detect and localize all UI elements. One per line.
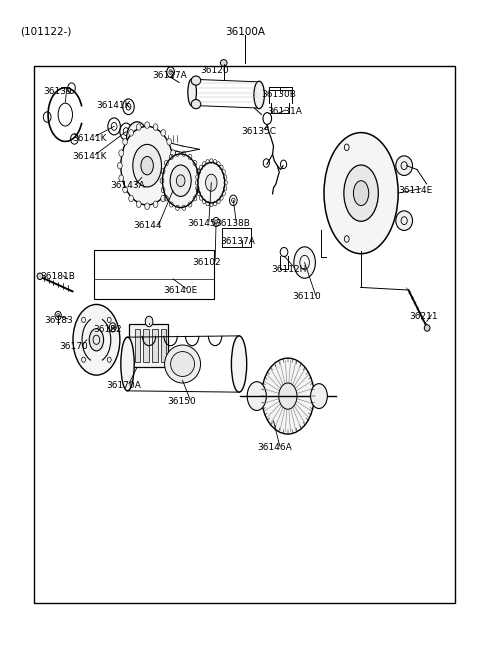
Bar: [129, 324, 168, 367]
Text: 36141K: 36141K: [72, 134, 107, 142]
Text: 36144: 36144: [134, 221, 162, 230]
Ellipse shape: [169, 70, 172, 74]
Text: 36130B: 36130B: [262, 90, 297, 99]
Ellipse shape: [89, 329, 104, 351]
Ellipse shape: [141, 157, 154, 174]
Ellipse shape: [161, 129, 166, 136]
Text: 36181B: 36181B: [40, 272, 75, 281]
Ellipse shape: [396, 211, 412, 230]
Ellipse shape: [220, 60, 227, 66]
Text: 36150: 36150: [167, 397, 196, 406]
Ellipse shape: [279, 383, 297, 409]
Ellipse shape: [123, 138, 128, 145]
Ellipse shape: [280, 247, 288, 256]
Bar: [160, 329, 166, 362]
Ellipse shape: [136, 201, 141, 207]
Text: 36120: 36120: [201, 66, 229, 75]
Ellipse shape: [176, 174, 185, 186]
Text: 36141K: 36141K: [96, 101, 131, 110]
Ellipse shape: [396, 156, 412, 175]
Ellipse shape: [129, 129, 133, 136]
Ellipse shape: [262, 358, 314, 434]
Text: 36102: 36102: [192, 258, 221, 267]
Bar: [34, 66, 456, 603]
Text: 36140E: 36140E: [163, 285, 198, 295]
Ellipse shape: [294, 247, 315, 278]
Ellipse shape: [145, 122, 150, 129]
Ellipse shape: [311, 384, 327, 409]
Ellipse shape: [153, 201, 158, 207]
Ellipse shape: [167, 138, 172, 145]
Ellipse shape: [118, 163, 122, 169]
Ellipse shape: [167, 186, 172, 193]
Text: 36141K: 36141K: [72, 152, 107, 161]
Ellipse shape: [37, 273, 43, 279]
Ellipse shape: [205, 174, 217, 191]
Ellipse shape: [145, 203, 150, 209]
Ellipse shape: [153, 124, 158, 131]
Bar: [222, 228, 252, 247]
Ellipse shape: [424, 325, 430, 331]
Ellipse shape: [172, 163, 177, 169]
Text: 36110: 36110: [293, 292, 322, 301]
Text: 36170: 36170: [59, 342, 88, 351]
Ellipse shape: [171, 175, 176, 182]
Ellipse shape: [353, 180, 369, 205]
Text: 36112H: 36112H: [271, 264, 307, 274]
Text: 36131A: 36131A: [267, 108, 301, 117]
Ellipse shape: [191, 76, 201, 85]
Ellipse shape: [165, 345, 201, 383]
Ellipse shape: [170, 165, 191, 196]
Ellipse shape: [119, 175, 123, 182]
Ellipse shape: [198, 163, 225, 203]
Text: 36170A: 36170A: [106, 381, 141, 390]
Bar: [152, 329, 157, 362]
Text: 36145: 36145: [187, 218, 216, 228]
Ellipse shape: [127, 122, 148, 155]
Ellipse shape: [161, 195, 166, 202]
Ellipse shape: [162, 154, 199, 207]
Ellipse shape: [324, 133, 398, 254]
Text: 36137A: 36137A: [220, 237, 255, 246]
Ellipse shape: [123, 186, 128, 193]
Bar: [144, 329, 149, 362]
Ellipse shape: [145, 316, 153, 327]
Text: 36138B: 36138B: [215, 218, 250, 228]
Ellipse shape: [136, 124, 141, 131]
Text: 36143A: 36143A: [110, 181, 144, 190]
Ellipse shape: [170, 352, 194, 377]
Text: 36100A: 36100A: [225, 27, 265, 37]
Ellipse shape: [254, 81, 264, 109]
Ellipse shape: [191, 100, 201, 109]
Ellipse shape: [231, 336, 247, 392]
Text: 36127A: 36127A: [152, 71, 187, 80]
Text: 36135C: 36135C: [241, 127, 276, 136]
Ellipse shape: [73, 304, 120, 375]
Ellipse shape: [119, 150, 123, 156]
Text: 36183: 36183: [45, 316, 73, 325]
Bar: [94, 250, 214, 299]
Ellipse shape: [121, 337, 134, 391]
Ellipse shape: [188, 79, 196, 106]
Ellipse shape: [129, 195, 133, 202]
Text: 36146A: 36146A: [258, 443, 292, 451]
Text: (101122-): (101122-): [20, 27, 71, 37]
Ellipse shape: [132, 131, 142, 146]
Text: 36211: 36211: [409, 312, 438, 321]
Text: 36182: 36182: [94, 325, 122, 334]
Ellipse shape: [247, 382, 266, 411]
Ellipse shape: [133, 144, 161, 187]
Ellipse shape: [344, 165, 378, 221]
Text: 36114E: 36114E: [398, 186, 432, 195]
Text: 36139: 36139: [44, 87, 72, 96]
Ellipse shape: [121, 127, 173, 205]
Bar: [135, 329, 141, 362]
Ellipse shape: [171, 150, 176, 156]
